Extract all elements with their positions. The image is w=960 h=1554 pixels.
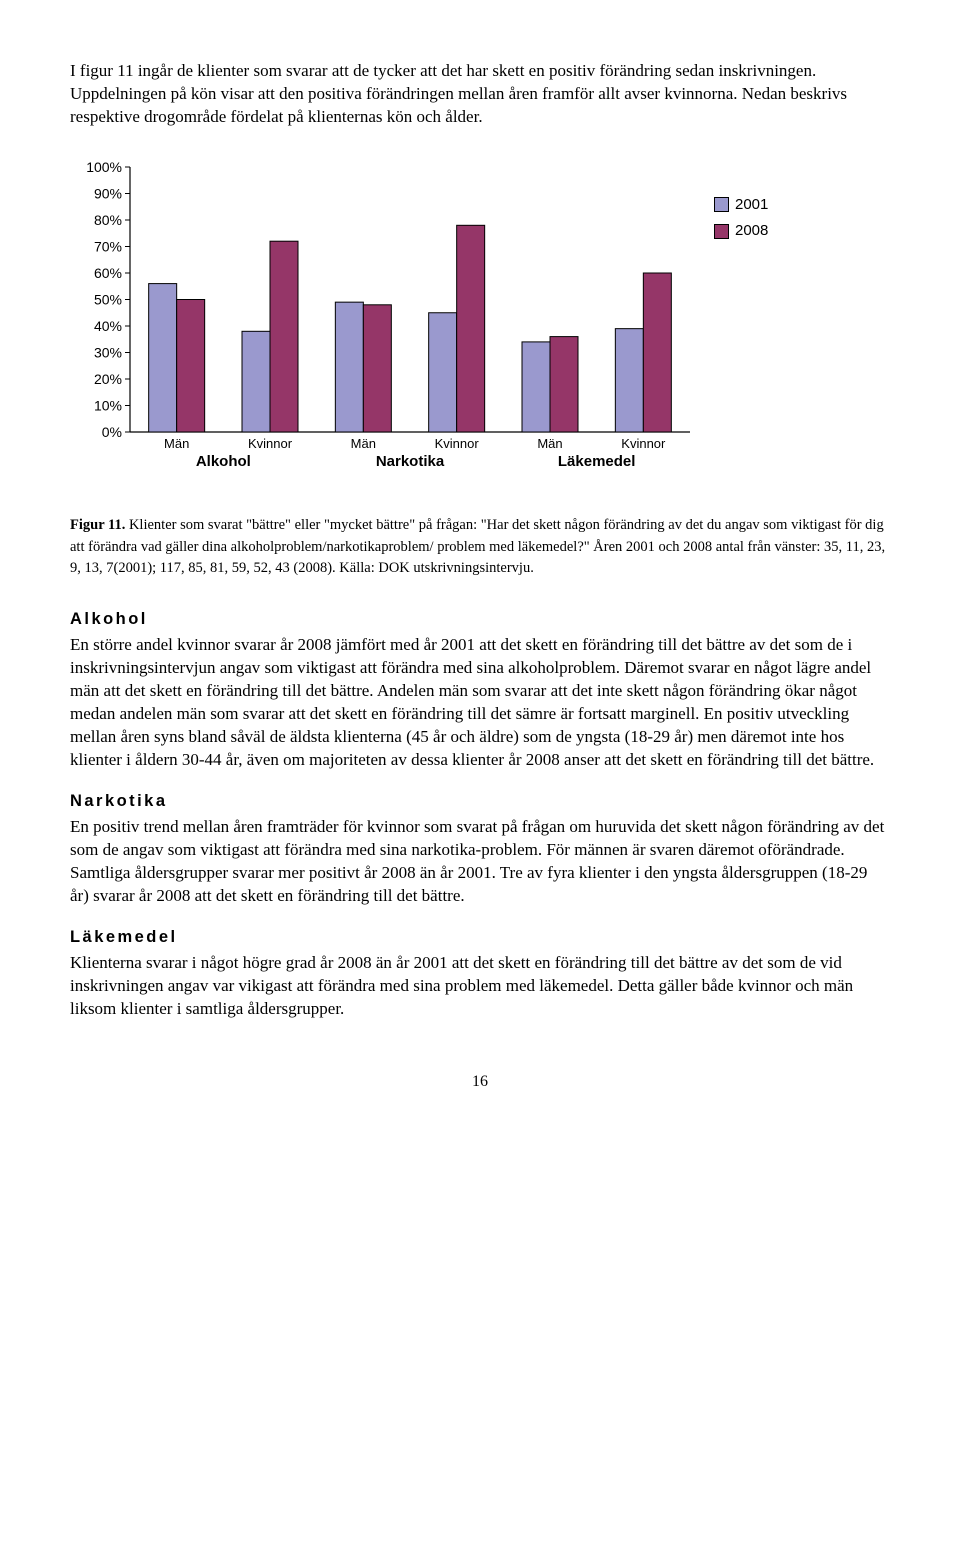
svg-text:30%: 30% <box>94 344 122 360</box>
section-narkotika: Narkotika En positiv trend mellan åren f… <box>70 790 890 908</box>
svg-text:20%: 20% <box>94 371 122 387</box>
svg-text:Kvinnor: Kvinnor <box>248 436 293 451</box>
legend-swatch-2008 <box>714 224 729 239</box>
section-heading: Läkemedel <box>70 926 890 948</box>
caption-label: Figur 11. <box>70 517 125 533</box>
section-lakemedel: Läkemedel Klienterna svarar i något högr… <box>70 926 890 1021</box>
chart-legend: 2001 2008 <box>714 195 768 248</box>
section-body: Klienterna svarar i något högre grad år … <box>70 952 890 1021</box>
svg-text:60%: 60% <box>94 265 122 281</box>
legend-item-2001: 2001 <box>714 195 768 215</box>
svg-text:40%: 40% <box>94 318 122 334</box>
svg-text:Narkotika: Narkotika <box>376 453 445 470</box>
bar-chart: 0% 10% 20% 30% 40% 50% 60% 70% 80% 90% 100% Män Kvin… <box>70 157 710 497</box>
section-alkohol: Alkohol En större andel kvinnor svarar å… <box>70 608 890 772</box>
svg-text:70%: 70% <box>94 238 122 254</box>
svg-text:Kvinnor: Kvinnor <box>435 436 480 451</box>
section-body: En positiv trend mellan åren framträder … <box>70 816 890 908</box>
figure-caption: Figur 11. Klienter som svarat "bättre" e… <box>70 515 890 580</box>
svg-text:100%: 100% <box>86 159 122 175</box>
svg-text:90%: 90% <box>94 185 122 201</box>
page-number: 16 <box>70 1071 890 1093</box>
svg-text:Läkemedel: Läkemedel <box>558 453 636 470</box>
caption-text: Klienter som svarat "bättre" eller "myck… <box>70 517 885 577</box>
legend-label: 2008 <box>735 221 768 241</box>
svg-text:50%: 50% <box>94 291 122 307</box>
svg-text:Alkohol: Alkohol <box>196 453 251 470</box>
section-body: En större andel kvinnor svarar år 2008 j… <box>70 634 890 772</box>
svg-text:80%: 80% <box>94 212 122 228</box>
legend-swatch-2001 <box>714 197 729 212</box>
svg-text:Män: Män <box>351 436 376 451</box>
svg-text:0%: 0% <box>102 424 122 440</box>
svg-text:Kvinnor: Kvinnor <box>621 436 666 451</box>
legend-item-2008: 2008 <box>714 221 768 241</box>
intro-paragraph: I figur 11 ingår de klienter som svarar … <box>70 60 890 129</box>
legend-label: 2001 <box>735 195 768 215</box>
svg-text:Män: Män <box>537 436 562 451</box>
section-heading: Narkotika <box>70 790 890 812</box>
section-heading: Alkohol <box>70 608 890 630</box>
chart-container: 0% 10% 20% 30% 40% 50% 60% 70% 80% 90% 100% Män Kvin… <box>70 157 890 497</box>
svg-text:10%: 10% <box>94 397 122 413</box>
svg-text:Män: Män <box>164 436 189 451</box>
